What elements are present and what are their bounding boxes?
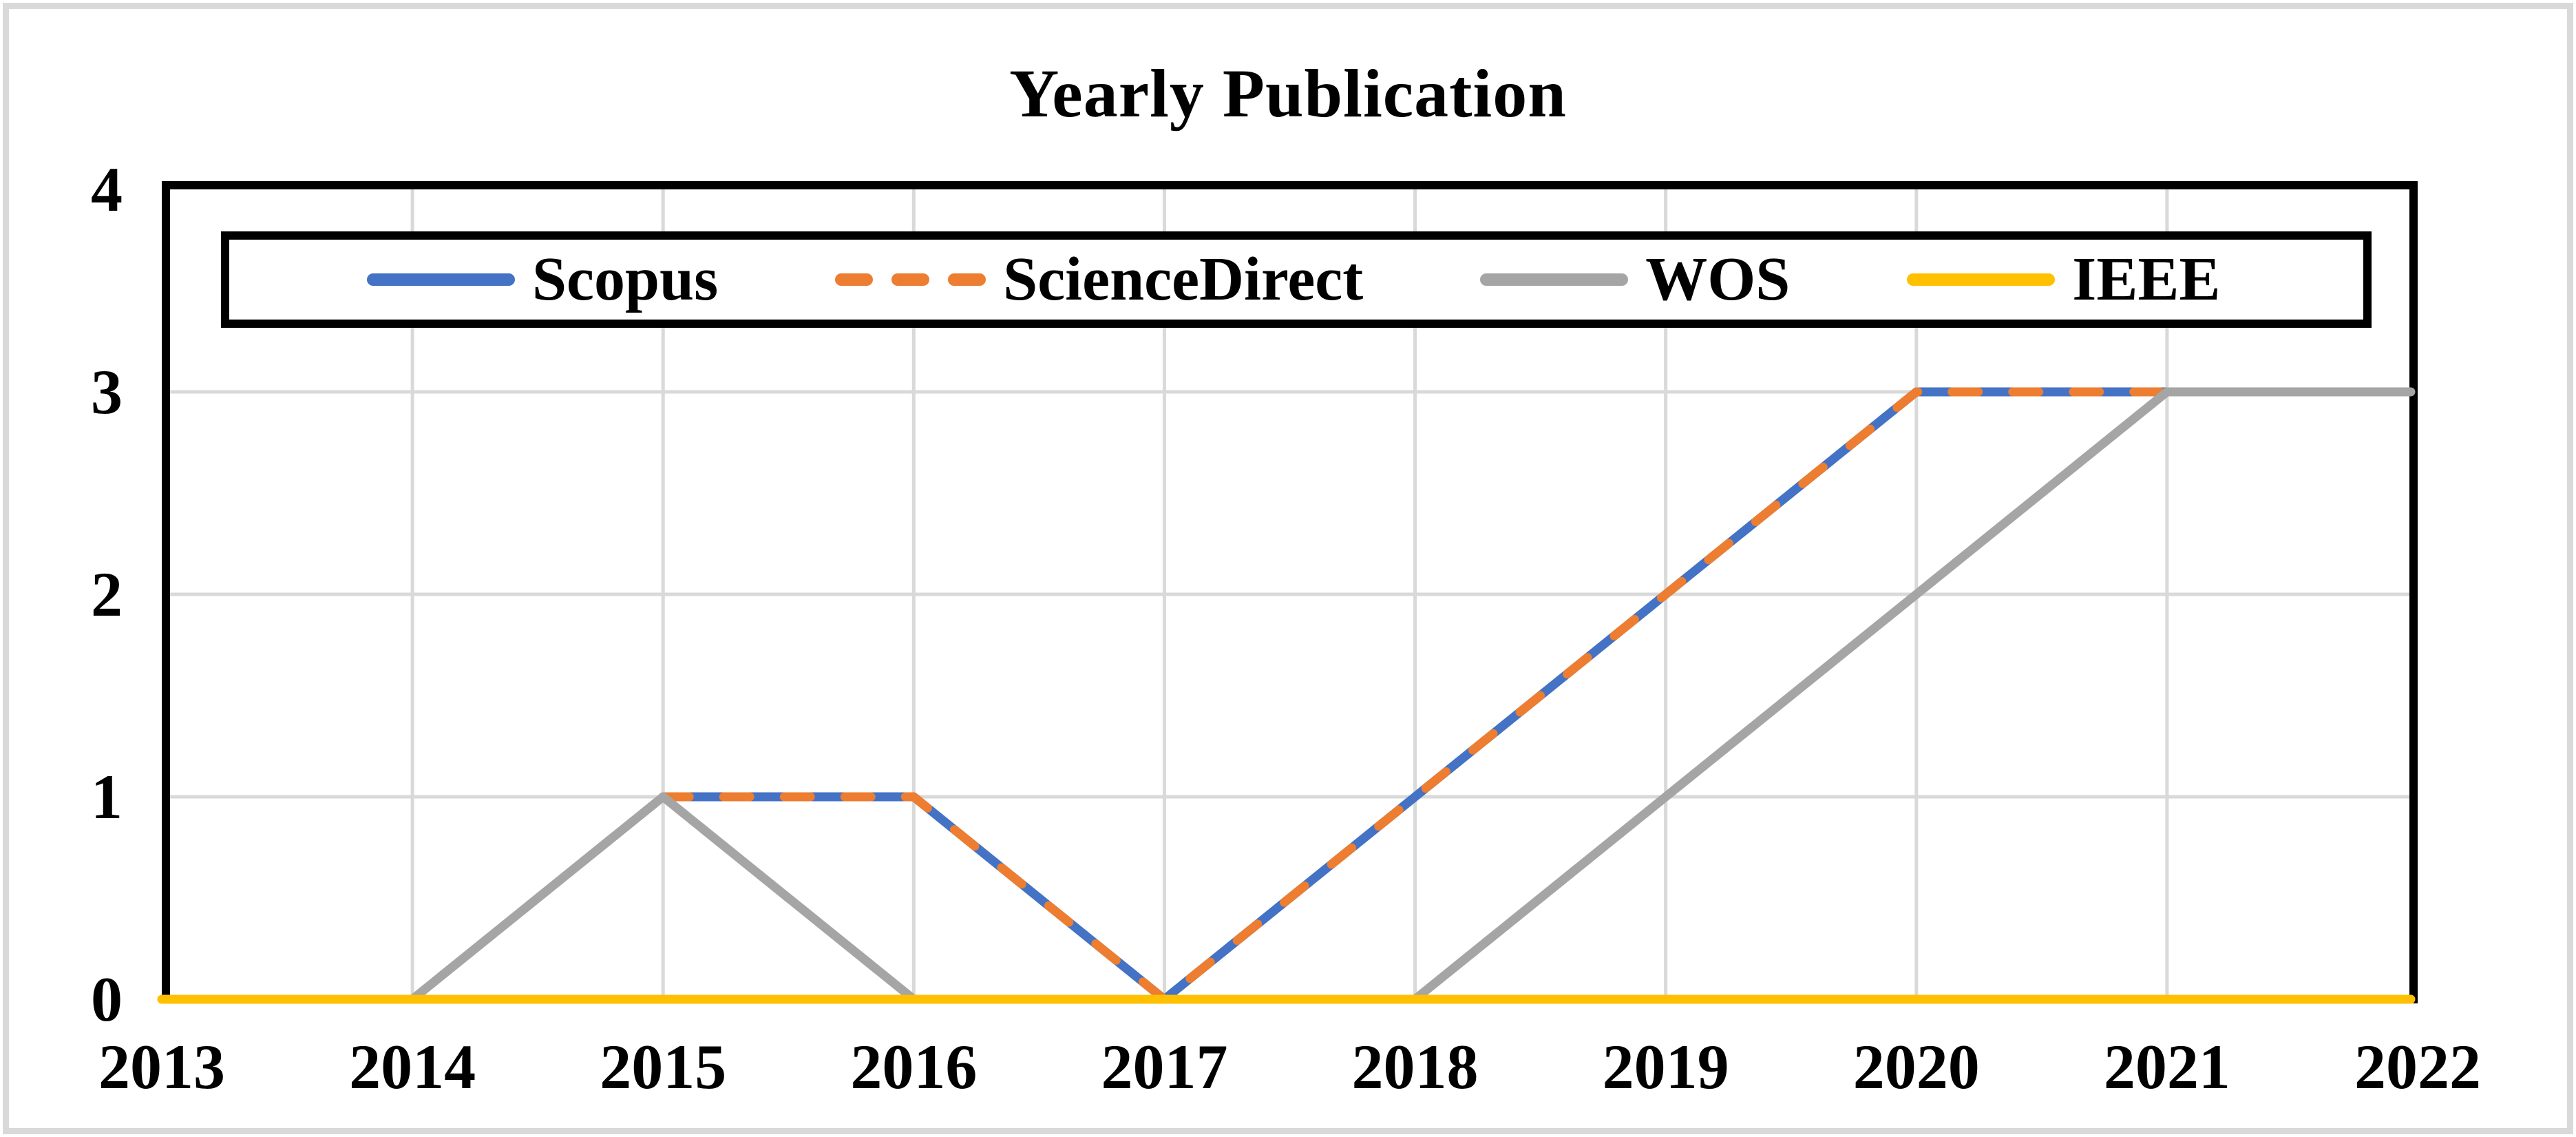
y-tick-label: 2 (91, 559, 123, 629)
x-tick-label: 2015 (600, 1032, 727, 1102)
legend-line-segment (948, 273, 986, 286)
legend-item-wos: WOS (1480, 249, 1790, 311)
series-line-wos (408, 387, 2416, 1004)
x-tick-label: 2022 (2354, 1032, 2481, 1102)
y-tick-label: 3 (91, 357, 123, 427)
legend-line-segment (1907, 273, 2056, 286)
legend-line-segment (891, 273, 930, 286)
x-tick-label: 2013 (98, 1032, 225, 1102)
scopus-line-sample (367, 273, 515, 286)
chart-title: Yearly Publication (1009, 55, 1567, 132)
legend-item-sciencedirect: ScienceDirect (835, 249, 1363, 311)
x-tick-label: 2017 (1101, 1032, 1228, 1102)
legend: Scopus ScienceDirect WOS IEEE (221, 231, 2372, 328)
ieee-line-sample (1907, 273, 2056, 286)
legend-label-wos: WOS (1645, 245, 1791, 313)
sciencedirect-line-sample (835, 273, 986, 286)
x-tick-label: 2014 (349, 1032, 476, 1102)
legend-item-scopus: Scopus (367, 249, 718, 311)
y-tick-label: 4 (91, 154, 123, 225)
wos-line-sample (1480, 273, 1629, 286)
legend-line-segment (367, 273, 515, 286)
x-tick-label: 2019 (1602, 1032, 1729, 1102)
legend-item-ieee: IEEE (1907, 249, 2220, 311)
x-tick-label: 2018 (1351, 1032, 1479, 1102)
legend-label-scopus: Scopus (532, 245, 719, 313)
y-tick-label: 1 (91, 762, 123, 832)
legend-label-sciencedirect: ScienceDirect (1003, 245, 1364, 313)
series-line-sciencedirect (658, 387, 2172, 1004)
legend-line-segment (835, 273, 874, 286)
y-tick-label: 0 (91, 964, 123, 1034)
legend-line-segment (1480, 273, 1629, 286)
x-tick-label: 2021 (2103, 1032, 2230, 1102)
x-tick-label: 2020 (1852, 1032, 1980, 1102)
legend-label-ieee: IEEE (2072, 245, 2221, 313)
x-tick-label: 2016 (850, 1032, 978, 1102)
